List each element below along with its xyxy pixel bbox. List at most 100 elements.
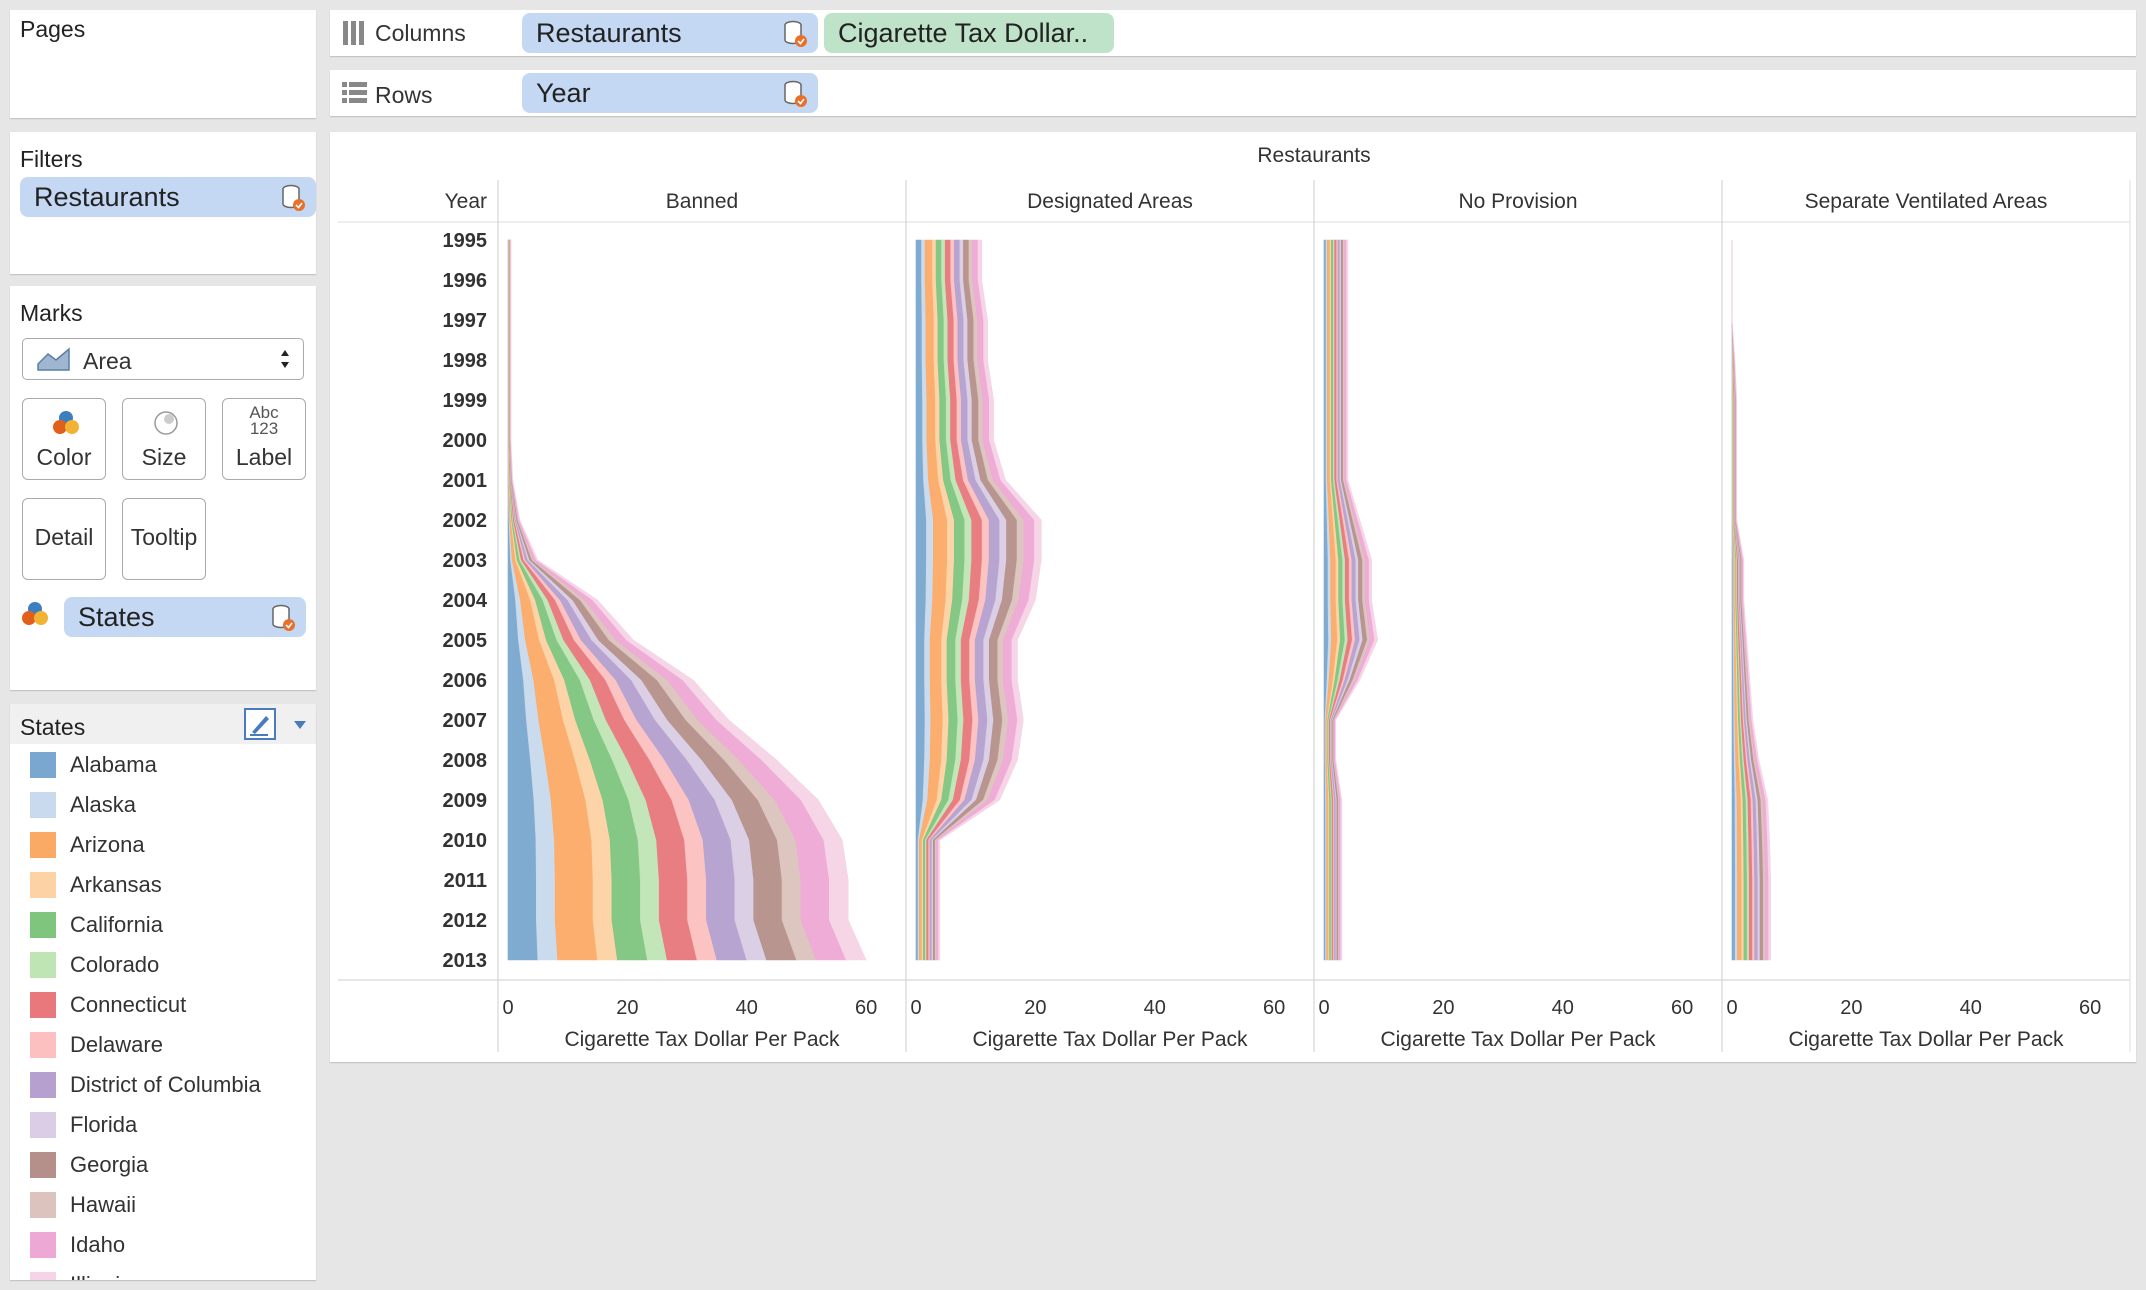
legend-item[interactable]: Arkansas — [30, 870, 162, 900]
year-label: 2008 — [443, 750, 488, 772]
states-legend: States Alabama Alaska Arizona Arkansas Calif… — [10, 704, 316, 1280]
filter-pill-restaurants[interactable]: Restaurants — [20, 177, 316, 217]
label-button[interactable]: Abc 123 Label — [222, 398, 306, 480]
year-label: 2011 — [444, 870, 487, 892]
legend-item-label: Alaska — [70, 792, 137, 817]
color-button[interactable]: Color — [22, 398, 106, 480]
x-tick-label: 60 — [1671, 997, 1693, 1019]
panel-header: Separate Ventilated Areas — [1805, 190, 2048, 213]
filters-card: Filters Restaurants — [10, 132, 316, 274]
legend-header: States — [10, 704, 316, 744]
x-tick-label: 40 — [1960, 997, 1982, 1019]
year-label: 2007 — [443, 710, 488, 732]
pill-cigarette-tax-column[interactable]: Cigarette Tax Dollar.. — [824, 13, 1114, 53]
tooltip-button[interactable]: Tooltip — [122, 498, 206, 580]
pill-label: Cigarette Tax Dollar.. — [838, 17, 1089, 48]
year-label: 2000 — [443, 430, 488, 452]
year-label: 2004 — [443, 590, 488, 612]
legend-item[interactable]: Connecticut — [30, 990, 186, 1020]
rows-label: Rows — [375, 82, 433, 108]
pill-year-row[interactable]: Year — [522, 73, 818, 113]
legend-item-label: Georgia — [70, 1152, 149, 1177]
legend-item-label: Illinois — [70, 1272, 131, 1280]
year-label: 1998 — [443, 350, 488, 372]
area-mark-icon — [37, 346, 71, 377]
legend-swatch — [30, 952, 56, 978]
legend-item[interactable]: Colorado — [30, 950, 159, 980]
mark-type-label: Area — [83, 348, 132, 374]
x-tick-label: 0 — [910, 997, 921, 1019]
dimension-cylinder-icon — [782, 20, 808, 55]
color-icon — [51, 409, 81, 443]
size-button[interactable]: Size — [122, 398, 206, 480]
legend-item-label: Florida — [70, 1112, 138, 1137]
year-label: 2013 — [443, 950, 488, 972]
legend-swatch — [30, 872, 56, 898]
legend-item-label: Delaware — [70, 1032, 163, 1057]
year-label: 2009 — [443, 790, 488, 812]
x-tick-label: 40 — [1552, 997, 1574, 1019]
dimension-cylinder-icon — [270, 604, 296, 639]
x-tick-label: 20 — [1840, 997, 1862, 1019]
legend-swatch — [30, 1272, 56, 1280]
x-tick-label: 60 — [855, 997, 877, 1019]
pill-label: Restaurants — [34, 181, 180, 212]
color-encoding-icon — [20, 600, 50, 633]
year-label: 1996 — [443, 270, 488, 292]
view-card: Restaurants Year 1995 1996 1997 1998 1999 2000 2… — [330, 132, 2136, 1062]
legend-item[interactable]: District of Columbia — [30, 1070, 261, 1100]
legend-item[interactable]: California — [30, 910, 163, 940]
marks-pill-states[interactable]: States — [64, 597, 306, 637]
legend-item-label: Colorado — [70, 952, 160, 977]
legend-swatch — [30, 1192, 56, 1218]
detail-button[interactable]: Detail — [22, 498, 106, 580]
legend-item[interactable]: Georgia — [30, 1150, 148, 1180]
marks-title: Marks — [20, 300, 83, 326]
x-tick-label: 0 — [1318, 997, 1329, 1019]
year-label: 2010 — [443, 830, 488, 852]
legend-item[interactable]: Florida — [30, 1110, 137, 1140]
mark-type-dropdown[interactable]: Area — [22, 338, 304, 380]
tooltip-label: Tooltip — [130, 524, 198, 550]
panel-header: No Provision — [1458, 190, 1577, 213]
legend-item-label: Arizona — [70, 832, 145, 857]
detail-label: Detail — [34, 524, 94, 550]
legend-item-label: Hawaii — [70, 1192, 137, 1217]
x-tick-label: 20 — [1432, 997, 1454, 1019]
dropdown-arrows-icon — [279, 347, 291, 376]
year-label: 1999 — [443, 390, 488, 412]
pill-label: Year — [536, 77, 591, 108]
x-tick-label: 60 — [1263, 997, 1285, 1019]
pages-title: Pages — [20, 16, 86, 42]
columns-label: Columns — [375, 20, 466, 46]
legend-swatch — [30, 1112, 56, 1138]
legend-item[interactable]: Arizona — [30, 830, 145, 860]
area-series-illinois — [510, 239, 867, 961]
year-label: 2002 — [443, 510, 488, 532]
legend-item[interactable]: Idaho — [30, 1230, 125, 1260]
label-abc-icon: Abc 123 — [249, 403, 279, 438]
pages-card: Pages — [10, 10, 316, 118]
legend-item[interactable]: Alaska — [30, 790, 136, 820]
legend-item[interactable]: Illinois — [30, 1270, 131, 1280]
legend-swatch — [30, 752, 56, 778]
legend-item[interactable]: Hawaii — [30, 1190, 136, 1220]
x-tick-label: 20 — [1024, 997, 1046, 1019]
columns-shelf[interactable]: Columns Restaurants Cigarette Tax Dollar… — [330, 10, 2136, 56]
year-label: 1995 — [443, 230, 488, 252]
legend-item-label: Arkansas — [70, 872, 162, 897]
legend-item-label: Alabama — [70, 752, 157, 777]
legend-item-label: District of Columbia — [70, 1072, 261, 1097]
area-series-illinois — [1731, 240, 1772, 961]
x-tick-label: 0 — [1726, 997, 1737, 1019]
legend-item[interactable]: Alabama — [30, 750, 157, 780]
legend-title: States — [20, 714, 86, 740]
x-tick-label: 40 — [1144, 997, 1166, 1019]
legend-menu-chevron-down-icon[interactable] — [292, 718, 308, 736]
color-label: Color — [36, 444, 92, 470]
legend-item-label: Connecticut — [70, 992, 187, 1017]
legend-item[interactable]: Delaware — [30, 1030, 163, 1060]
rows-shelf[interactable]: Rows Year — [330, 70, 2136, 116]
edit-colors-icon[interactable] — [244, 708, 276, 745]
pill-restaurants-column[interactable]: Restaurants — [522, 13, 818, 53]
